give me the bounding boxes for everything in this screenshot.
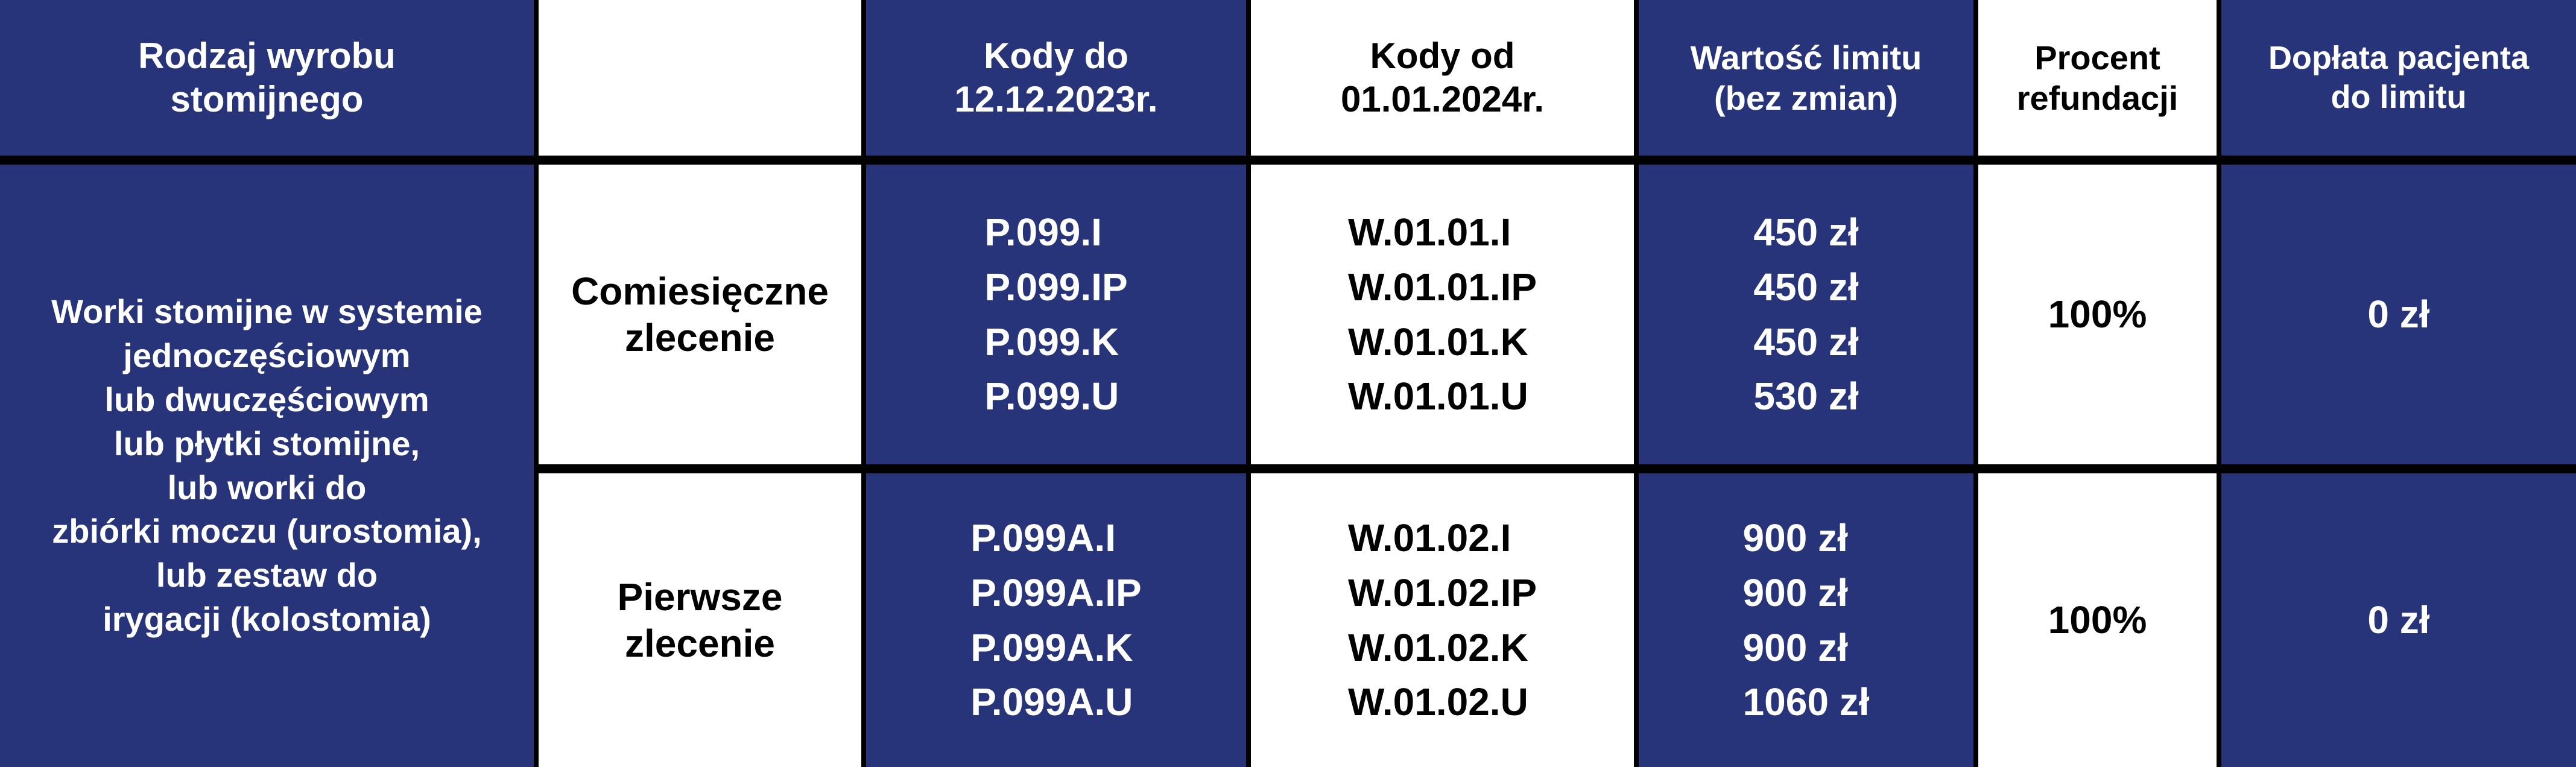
limit-value: 530 zł [1753,374,1859,418]
refund-first: 100% [1978,473,2217,767]
header-product-type: Rodzaj wyrobu stomijnego [0,0,534,156]
header-refund: Procent refundacji [1978,0,2217,156]
code: P.099.U [984,374,1119,418]
header-text: 01.01.2024r. [1340,79,1544,119]
code: W.01.01.U [1347,374,1528,418]
code: W.01.01.I [1347,210,1511,254]
code: W.01.01.K [1347,320,1528,364]
desc-line: irygacji (kolostomia) [103,599,431,638]
limit-value: 1060 zł [1742,680,1870,724]
code: W.01.01.IP [1347,265,1537,309]
header-text: refundacji [2016,79,2179,117]
product-description: Worki stomijne w systemie jednoczęściowy… [0,165,534,767]
header-codes-new: Kody od 01.01.2024r. [1251,0,1634,156]
header-text: 12.12.2023r. [954,79,1158,119]
header-text: Kody do [984,36,1128,76]
copay-first: 0 zł [2221,473,2576,767]
header-text: Wartość limitu [1690,38,1922,77]
order-type-first: Pierwsze zlecenie [539,473,861,767]
header-blank [539,0,861,156]
code: P.099.I [984,210,1102,254]
code: P.099.K [984,320,1119,364]
code: P.099A.I [970,516,1116,560]
header-text: do limitu [2331,79,2467,115]
order-type-monthly: Comiesięczne zlecenie [539,165,861,464]
header-codes-old: Kody do 12.12.2023r. [866,0,1246,156]
header-text: Procent [2034,38,2160,77]
codes-new-monthly: W.01.01.I W.01.01.IP W.01.01.K W.01.01.U [1251,165,1634,464]
code: P.099A.U [970,680,1133,724]
header-text: (bez zmian) [1714,79,1898,117]
desc-line: lub zestaw do [156,556,378,595]
codes-old-first: P.099A.I P.099A.IP P.099A.K P.099A.U [866,473,1246,767]
order-text: zlecenie [624,315,776,359]
limit-value: 450 zł [1753,265,1859,309]
limit-value: 900 zł [1742,516,1848,560]
limit-value: 450 zł [1753,210,1859,254]
desc-line: lub dwuczęściowym [104,380,429,418]
header-text: Rodzaj wyrobu [138,36,396,76]
order-text: Comiesięczne [571,269,829,313]
code: W.01.02.IP [1347,570,1537,614]
codes-old-monthly: P.099.I P.099.IP P.099.K P.099.U [866,165,1246,464]
header-text: Dopłata pacjenta [2268,40,2530,77]
code: W.01.02.K [1347,625,1528,669]
code: W.01.02.U [1347,680,1528,724]
header-limit: Wartość limitu (bez zmian) [1639,0,1973,156]
order-text: zlecenie [624,621,776,665]
header-text: stomijnego [170,79,364,119]
limit-value: 900 zł [1742,625,1848,669]
desc-line: Worki stomijne w systemie [51,292,483,331]
limit-value: 450 zł [1753,320,1859,364]
limits-monthly: 450 zł 450 zł 450 zł 530 zł [1639,165,1973,464]
desc-line: lub płytki stomijne, [113,424,420,462]
code: P.099A.K [970,625,1133,669]
code: P.099A.IP [970,570,1142,614]
copay-monthly: 0 zł [2221,165,2576,464]
limits-first: 900 zł 900 zł 900 zł 1060 zł [1639,473,1973,767]
header-copay: Dopłata pacjenta do limitu [2221,0,2576,156]
order-text: Pierwsze [617,575,783,619]
refund-monthly: 100% [1978,165,2217,464]
desc-line: lub worki do [167,468,367,507]
code: W.01.02.I [1347,516,1511,560]
code: P.099.IP [984,265,1128,309]
header-text: Kody od [1370,36,1515,76]
limit-value: 900 zł [1742,570,1848,614]
codes-new-first: W.01.02.I W.01.02.IP W.01.02.K W.01.02.U [1251,473,1634,767]
desc-line: zbiórki moczu (urostomia), [52,512,482,551]
desc-line: jednoczęściowym [123,336,411,375]
